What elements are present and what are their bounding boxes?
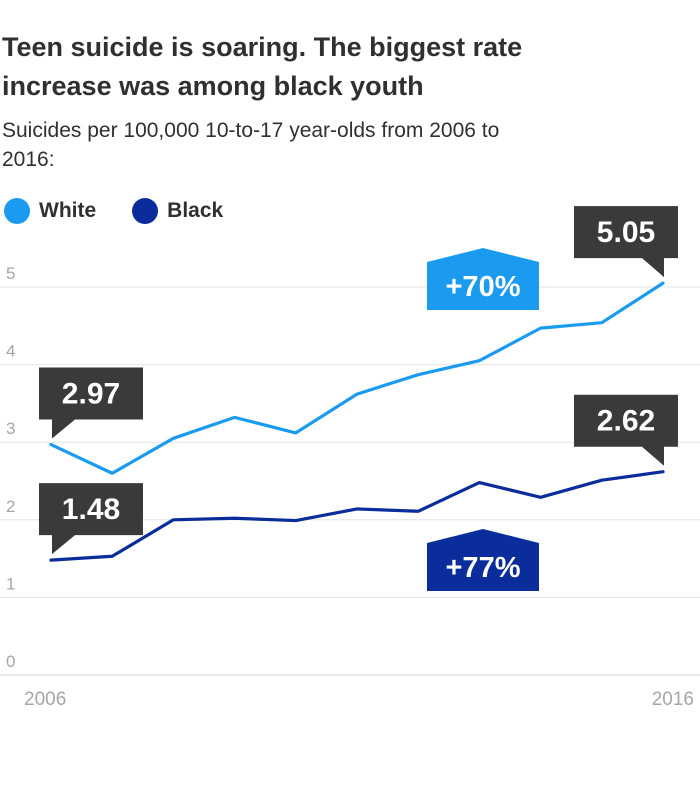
chart-subtitle: Suicides per 100,000 10-to-17 year-olds … xyxy=(2,119,500,171)
y-tick-label-2: 2 xyxy=(6,497,15,516)
y-tick-label-4: 4 xyxy=(6,342,15,361)
chart-title: Teen suicide is soaring. The biggest rat… xyxy=(2,32,523,101)
change-callout-black xyxy=(427,529,539,591)
value-label-white-2006: 2.97 xyxy=(62,378,120,411)
y-tick-label-3: 3 xyxy=(6,419,15,438)
value-callout-white-2016 xyxy=(574,206,678,278)
y-tick-label-1: 1 xyxy=(6,574,15,593)
value-callout-black-2006 xyxy=(39,483,143,555)
y-tick-label-0: 0 xyxy=(6,652,15,671)
legend-swatch-white xyxy=(4,198,30,224)
value-label-white-2016: 5.05 xyxy=(597,216,655,249)
legend: White Black xyxy=(4,196,259,226)
legend-swatch-black xyxy=(132,198,159,224)
series-line-white xyxy=(49,281,665,475)
value-callout-white-2006 xyxy=(39,367,143,439)
legend-item-black: Black xyxy=(132,198,223,224)
value-label-black-2016: 2.62 xyxy=(597,405,655,438)
x-tick-label-last: 2016 xyxy=(652,689,694,710)
legend-item-white: White xyxy=(4,198,96,224)
y-tick-label-5: 5 xyxy=(6,264,15,283)
change-callout-white xyxy=(427,248,539,310)
change-label-black: +77% xyxy=(446,552,521,584)
legend-label-black: Black xyxy=(167,199,224,222)
series-line-black xyxy=(49,470,665,562)
value-callout-black-2016 xyxy=(574,394,678,466)
x-tick-label-first: 2006 xyxy=(24,689,66,710)
legend-label-white: White xyxy=(39,199,97,222)
change-label-white: +70% xyxy=(446,271,521,303)
value-label-black-2006: 1.48 xyxy=(62,493,120,526)
